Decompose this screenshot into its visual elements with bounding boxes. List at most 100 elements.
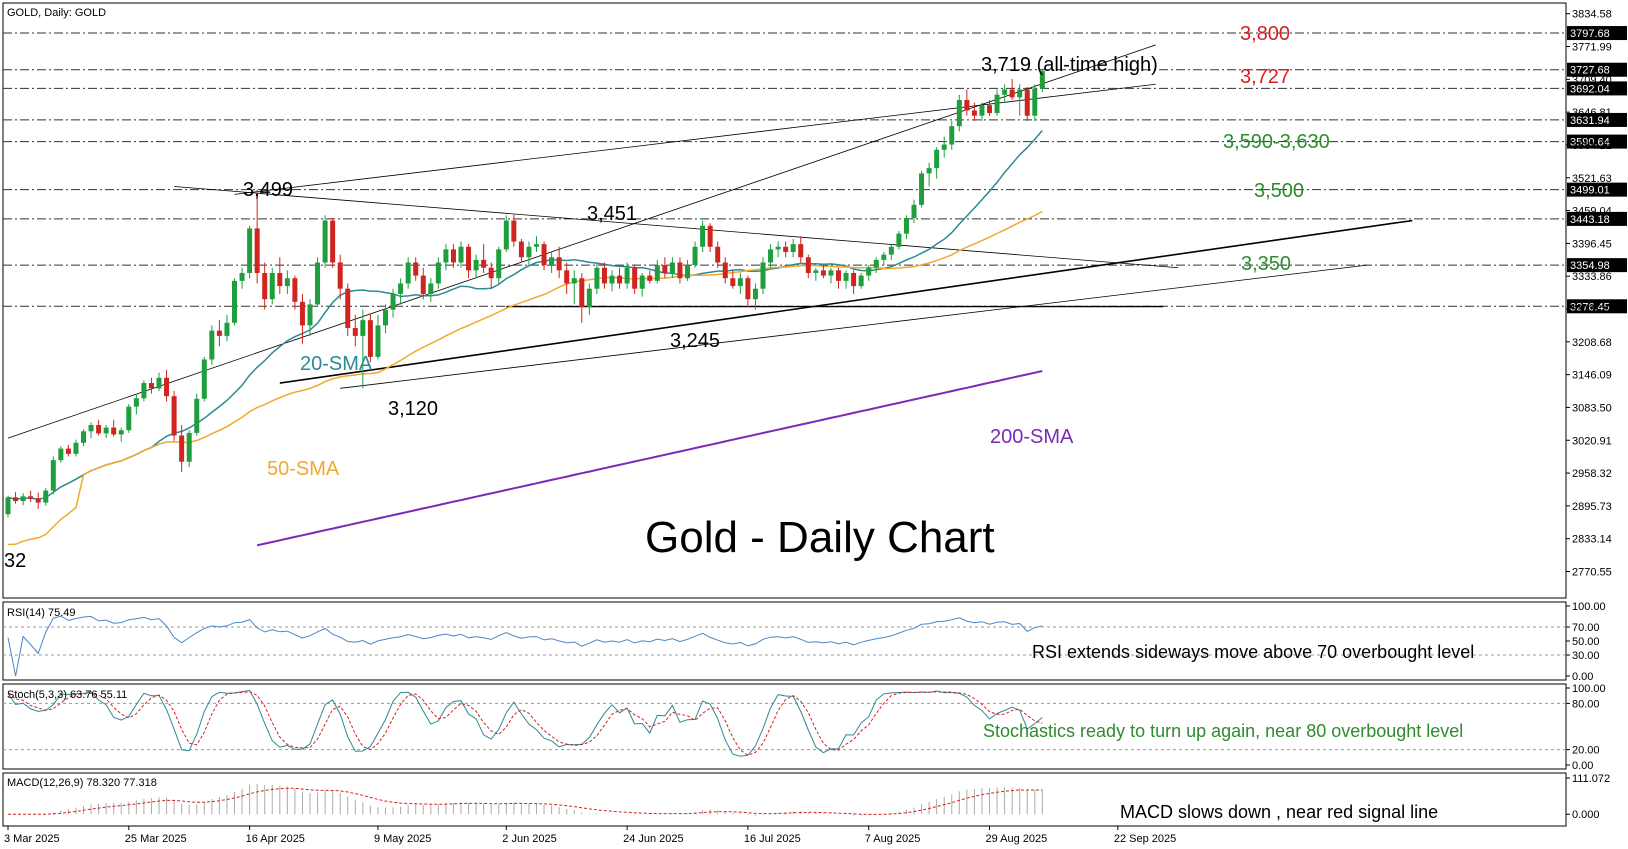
candle-body [617,275,623,284]
candle-body [405,262,411,284]
label-3245: 3,245 [670,330,720,352]
candle-body [337,262,343,289]
moving-averages [7,130,1043,547]
label-3500: 3,500 [1254,180,1304,202]
candle-body [375,325,381,357]
candle-body [647,275,653,281]
stoch-main-line [7,689,1043,757]
candle-body [526,246,532,258]
label-ath: 3,719 (all-time high) [981,54,1158,76]
candle-body [269,272,275,300]
candle-body [987,105,992,114]
candle-body [715,246,721,263]
price-tick-label: 3208.68 [1572,337,1612,349]
level-label-box [1567,81,1627,96]
macd-signal-line [7,787,1043,815]
level-label-box [1567,258,1627,273]
candle-body [586,288,592,308]
candle-body [707,225,713,247]
chart-header: GOLD, Daily: GOLD [7,7,106,19]
price-tick-label: 3459.04 [1572,206,1612,218]
date-label: 7 Aug 2025 [865,833,921,845]
price-tick-label: 2833.14 [1572,534,1612,546]
level-label: 3631.94 [1570,115,1610,127]
macd-panel-frame [2,772,1567,827]
price-tick-label: 3646.81 [1572,107,1612,119]
candle-body [481,259,487,268]
candle-body [156,377,162,389]
stoch-tick-label: 0.00 [1572,760,1593,772]
axes: 3797.68 3727.68 3692.04 3631.94 3590.64 3499.… [4,9,1627,845]
label-3499: 3,499 [243,179,293,201]
label-sma20: 20-SMA [300,353,373,375]
candle-body [594,267,600,289]
candle-body [549,257,555,266]
candle-body [35,498,41,503]
candle-body [775,246,781,250]
candle-body [360,320,366,336]
date-label: 25 Mar 2025 [125,833,187,845]
level-label-box [1567,182,1627,197]
candle-body [752,288,758,300]
rsi-line [7,615,1043,677]
candle-body [13,497,19,502]
candle-body [798,244,804,258]
candle-body [956,99,962,127]
level-label-box [1567,299,1627,314]
candle-body [141,383,147,399]
candle-body [443,249,449,263]
candle-body [194,398,200,433]
candle-body [813,270,819,273]
candle-body [579,278,585,308]
level-label-box [1567,26,1627,41]
candle-body [284,278,290,287]
label-3350: 3,350 [1241,253,1291,275]
candle-body [292,278,298,302]
price-tick-label: 3584.22 [1572,140,1612,152]
candle-body [111,427,117,435]
candle-body [873,259,879,268]
candle-body [541,244,547,266]
candle-body [979,105,985,116]
candle-body [632,267,638,289]
candle-body [790,244,796,253]
candle-body [866,267,872,276]
macd-title: MACD(12,26,9) 78.320 77.318 [7,777,157,789]
candle-body [458,246,464,263]
candle-body [1024,89,1030,116]
candle-body [28,496,34,499]
candle-body [571,278,577,284]
candle-body [239,272,245,281]
date-label: 24 Jun 2025 [623,833,684,845]
sma200-line [256,370,1043,547]
candle-body [1039,71,1045,89]
candle-body [201,359,207,399]
candle-body [383,309,388,326]
candle-body [73,442,79,454]
candle-body [964,99,970,111]
candle-body [783,246,789,253]
candle-body [926,168,932,174]
macd-note: MACD slows down , near red signal line [1120,802,1438,822]
candle-body [413,262,419,276]
price-tick-label: 2895.73 [1572,501,1612,513]
candle-body [179,435,185,462]
candle-body [133,398,139,407]
candle-body [43,490,49,503]
level-label: 3797.68 [1570,28,1610,40]
candle-body [934,149,940,169]
price-tick-label: 3834.58 [1572,9,1612,21]
candle-body [322,220,328,263]
candle-body [556,257,562,271]
price-tick-label: 2770.55 [1572,567,1612,579]
candle-body [315,262,321,305]
candle-body [820,270,826,276]
trend-line [234,83,1156,195]
candle-body [277,272,283,287]
candle-body [941,144,947,150]
date-label: 3 Mar 2025 [4,833,60,845]
label-32: 32 [4,550,26,572]
label-3451: 3,451 [587,203,637,225]
candle-body [390,293,396,310]
